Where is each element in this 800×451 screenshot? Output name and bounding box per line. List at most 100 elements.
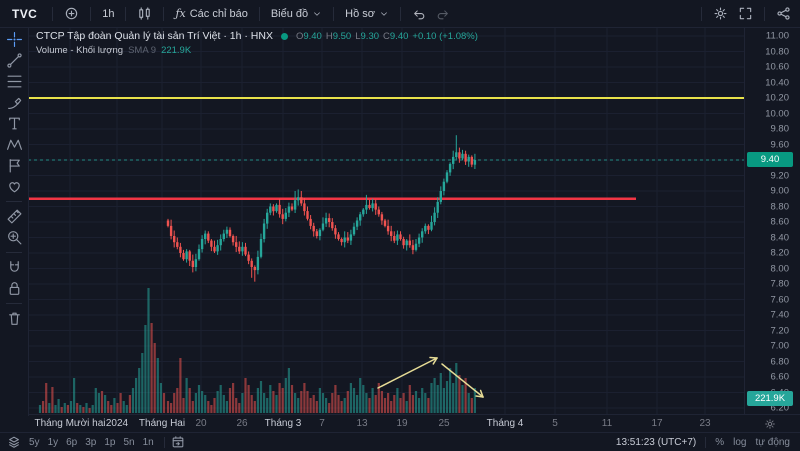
log-scale-button[interactable]: log — [733, 437, 746, 448]
session-clock[interactable]: 13:51:23 (UTC+7) — [616, 437, 696, 448]
price-label: 7.20 — [771, 325, 790, 336]
tool-ruler-button[interactable] — [1, 206, 27, 227]
chart-menu-button[interactable]: Biểu đồ — [266, 6, 327, 22]
range-1y-button[interactable]: 1y — [44, 437, 63, 448]
chart-pane[interactable] — [28, 27, 744, 414]
volume-title: Volume - Khối lượng — [36, 45, 123, 56]
xabcd-pattern-icon — [6, 136, 23, 153]
share-button[interactable] — [771, 4, 796, 23]
object-tree-icon — [7, 435, 21, 449]
emoji-icon — [6, 178, 23, 195]
time-label: 23 — [699, 418, 710, 429]
time-label: 17 — [651, 418, 662, 429]
profile-menu-button[interactable]: Hồ sơ — [340, 6, 394, 22]
tool-xabcd-pattern-button[interactable] — [1, 134, 27, 155]
volume-sma-label: SMA 9 — [128, 45, 156, 56]
go-to-date-button[interactable] — [171, 435, 185, 449]
toolbar-divider — [90, 7, 91, 21]
tool-lock-button[interactable] — [1, 278, 27, 299]
tool-brush-button[interactable] — [1, 92, 27, 113]
range-5n-button[interactable]: 5n — [120, 437, 139, 448]
undo-icon — [412, 7, 426, 21]
candles-series — [167, 135, 476, 281]
price-label: 7.80 — [771, 279, 790, 290]
time-label: 13 — [356, 418, 367, 429]
percent-scale-button[interactable]: % — [715, 437, 724, 448]
top-toolbar: TVC 1h ƒx Các chỉ báo Biểu đồ Hồ sơ — [0, 0, 800, 28]
tool-trend-line-button[interactable] — [1, 50, 27, 71]
chevron-down-icon — [379, 9, 389, 19]
range-6p-button[interactable]: 6p — [62, 437, 81, 448]
low-label: L — [355, 31, 360, 42]
volume-legend[interactable]: Volume - Khối lượng SMA 9 221.9K — [36, 45, 191, 56]
volume-value: 221.9K — [161, 45, 191, 56]
drawing-toolbar — [0, 27, 29, 416]
range-5y-button[interactable]: 5y — [25, 437, 44, 448]
price-label: 9.80 — [771, 124, 790, 135]
current-price-badge: 9.40 — [747, 152, 793, 167]
toolbar-divider — [701, 7, 702, 21]
market-status-icon — [281, 33, 288, 40]
interval-button[interactable]: 1h — [97, 6, 119, 22]
tool-crosshair-button[interactable] — [1, 29, 27, 50]
time-label: Tháng 3 — [265, 418, 302, 429]
time-label: 25 — [438, 418, 449, 429]
tool-magnet-button[interactable] — [1, 257, 27, 278]
symbol-legend[interactable]: CTCP Tập đoàn Quản lý tài sản Trí Việt ·… — [36, 30, 482, 42]
price-label: 8.40 — [771, 232, 790, 243]
redo-icon — [436, 7, 450, 21]
range-1p-button[interactable]: 1p — [100, 437, 119, 448]
high-value: 9.50 — [333, 31, 352, 42]
auto-scale-button[interactable]: tự động — [756, 437, 791, 448]
tool-zoom-in-button[interactable] — [1, 227, 27, 248]
crosshair-icon — [6, 31, 23, 48]
price-label: 8.60 — [771, 217, 790, 228]
chart-type-button[interactable] — [132, 4, 157, 23]
brush-icon — [6, 94, 23, 111]
indicators-button[interactable]: ƒx Các chỉ báo — [170, 5, 252, 22]
axis-settings-button[interactable] — [764, 418, 776, 430]
tool-fib-retracement-button[interactable] — [1, 71, 27, 92]
toolbar-divider — [163, 7, 164, 21]
tool-group-divider — [6, 201, 22, 202]
tool-forecast-button[interactable] — [1, 155, 27, 176]
low-value: 9.30 — [361, 31, 380, 42]
indicators-label: Các chỉ báo — [190, 8, 248, 20]
price-label: 7.60 — [771, 294, 790, 305]
tool-emoji-button[interactable] — [1, 176, 27, 197]
candlestick-chart-icon — [137, 6, 152, 21]
time-label: 2024 — [106, 418, 128, 429]
gear-icon — [713, 6, 728, 21]
tool-text-button[interactable] — [1, 113, 27, 134]
toolbar-divider — [764, 7, 765, 21]
share-icon — [776, 6, 791, 21]
price-label: 10.40 — [765, 77, 789, 88]
time-label: 11 — [602, 418, 612, 429]
magnet-icon — [6, 259, 23, 276]
symbol-search-button[interactable] — [59, 4, 84, 23]
close-value: 9.40 — [390, 31, 409, 42]
price-label: 7.00 — [771, 341, 790, 352]
redo-button[interactable] — [431, 5, 455, 23]
price-label: 11.00 — [766, 31, 789, 42]
current-volume-badge: 221.9K — [747, 391, 793, 406]
range-1n-button[interactable]: 1n — [139, 437, 158, 448]
object-tree-button[interactable] — [7, 435, 21, 449]
price-label: 8.20 — [771, 248, 790, 259]
undo-button[interactable] — [407, 5, 431, 23]
price-label: 10.00 — [765, 108, 789, 119]
zoom-in-icon — [6, 229, 23, 246]
tool-trash-button[interactable] — [1, 308, 27, 329]
tradingview-logo[interactable]: TVC — [12, 7, 37, 21]
chart-settings-button[interactable] — [708, 4, 733, 23]
time-label: 19 — [396, 418, 407, 429]
forecast-icon — [6, 157, 23, 174]
plus-circle-icon — [64, 6, 79, 21]
time-label: Tháng Hai — [139, 418, 185, 429]
fullscreen-button[interactable] — [733, 4, 758, 23]
range-3p-button[interactable]: 3p — [81, 437, 100, 448]
high-label: H — [326, 31, 333, 42]
